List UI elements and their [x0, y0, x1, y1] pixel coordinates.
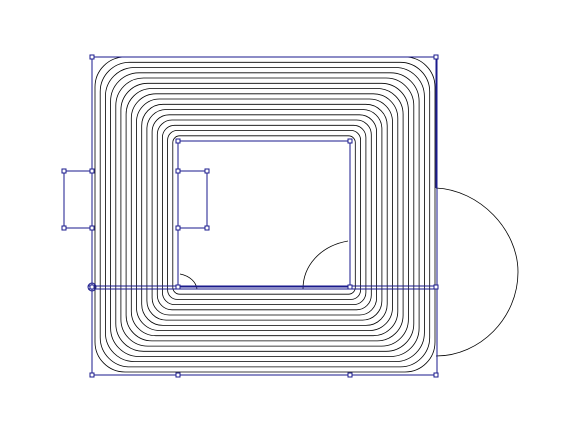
control-handle[interactable]	[89, 284, 95, 290]
contour-line[interactable]	[120, 82, 409, 347]
handle-group	[61, 54, 439, 378]
control-handle[interactable]	[347, 372, 353, 378]
contour-line[interactable]	[125, 88, 404, 342]
control-handle[interactable]	[204, 225, 210, 231]
contour-line[interactable]	[151, 114, 378, 316]
control-handle[interactable]	[175, 168, 181, 174]
contour-line[interactable]	[115, 77, 415, 352]
control-handle[interactable]	[89, 225, 95, 231]
contour-line[interactable]	[136, 98, 393, 331]
contour-line[interactable]	[141, 103, 388, 326]
inner-selection-box[interactable]	[177, 140, 351, 288]
right-lobe-curve[interactable]	[435, 187, 519, 357]
control-handle[interactable]	[175, 284, 181, 290]
contour-line[interactable]	[146, 109, 383, 321]
control-handle[interactable]	[433, 372, 439, 378]
control-handle[interactable]	[175, 225, 181, 231]
left-tab-outline[interactable]	[63, 170, 93, 229]
contour-group	[94, 56, 436, 373]
contour-line[interactable]	[110, 72, 420, 357]
contour-line[interactable]	[130, 93, 399, 337]
pivot-handle[interactable]	[87, 282, 97, 292]
control-handle[interactable]	[347, 138, 353, 144]
contour-line[interactable]	[167, 130, 362, 300]
control-handle[interactable]	[433, 54, 439, 60]
control-handle[interactable]	[433, 284, 439, 290]
inner-tab-outline[interactable]	[177, 170, 208, 229]
control-handle[interactable]	[175, 138, 181, 144]
contour-line[interactable]	[172, 135, 356, 295]
selection-outline-group	[63, 56, 438, 376]
contour-line[interactable]	[156, 119, 372, 311]
control-handle[interactable]	[61, 168, 67, 174]
control-handle[interactable]	[89, 168, 95, 174]
control-handle[interactable]	[89, 54, 95, 60]
inner-arc-right[interactable]	[302, 240, 349, 290]
contour-line[interactable]	[99, 61, 431, 368]
contour-line[interactable]	[105, 67, 425, 363]
control-handle[interactable]	[347, 284, 353, 290]
control-handle[interactable]	[204, 168, 210, 174]
control-handle[interactable]	[61, 225, 67, 231]
contour-line[interactable]	[161, 124, 367, 306]
control-handle[interactable]	[175, 372, 181, 378]
control-handle[interactable]	[89, 372, 95, 378]
